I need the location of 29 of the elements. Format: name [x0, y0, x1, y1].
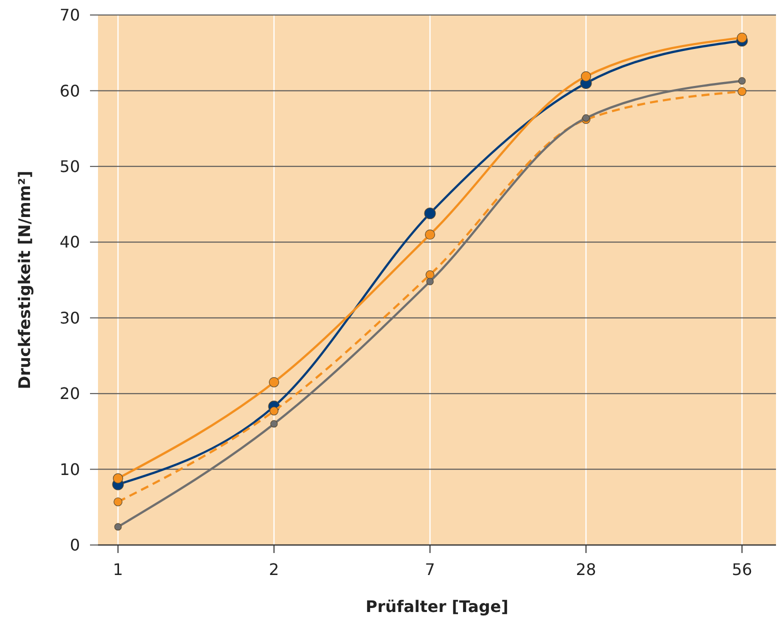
point: [426, 270, 434, 280]
point: [114, 497, 122, 506]
point: [426, 278, 434, 286]
y-tick-label: 20: [60, 384, 80, 404]
x-tick-label: 7: [424, 560, 436, 579]
x-tick-label: 28: [576, 560, 596, 579]
y-tick-label: 0: [70, 536, 80, 555]
point: [268, 377, 280, 388]
x-tick-label: 2: [268, 560, 280, 579]
y-tick-label: 50: [60, 157, 80, 176]
point: [270, 420, 278, 428]
x-tick-label: 1: [112, 560, 124, 579]
point: [114, 523, 122, 531]
point: [112, 473, 124, 484]
point: [580, 71, 592, 82]
x-axis-title: Prüfalter [Tage]: [366, 597, 508, 616]
y-tick-label: 40: [60, 232, 80, 252]
point: [738, 87, 746, 96]
y-tick-label: 70: [60, 6, 80, 25]
y-tick-label: 60: [60, 81, 80, 100]
point: [738, 77, 746, 85]
y-axis-title: Druckfestigkeit [N/mm²]: [15, 170, 34, 390]
point: [736, 32, 748, 43]
y-tick-label: 30: [60, 308, 80, 328]
point: [424, 229, 436, 240]
x-tick-label: 56: [732, 560, 752, 579]
point: [424, 208, 436, 220]
point: [270, 406, 278, 416]
y-tick-label: 10: [60, 460, 80, 479]
